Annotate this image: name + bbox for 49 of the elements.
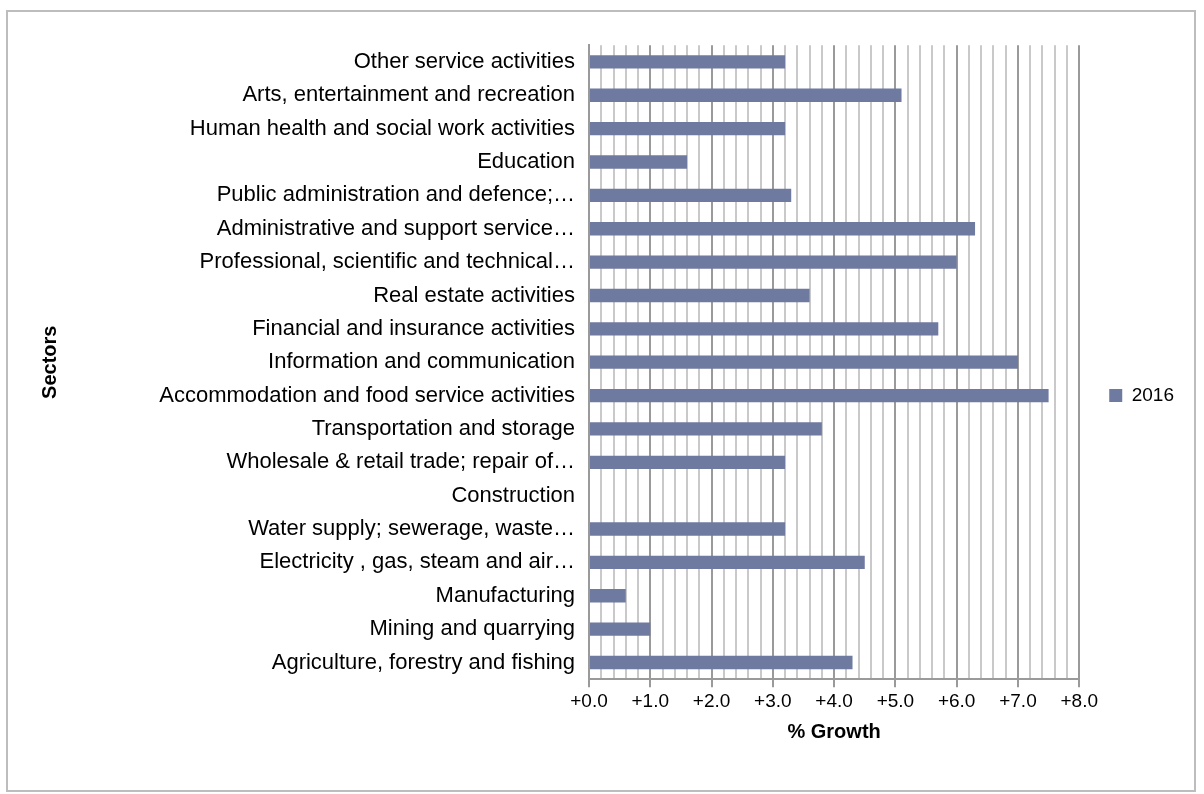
y-tick-label: Other service activities [353,47,575,73]
bar [590,589,626,603]
x-tick-label: +0.0 [570,689,608,711]
x-tick-label: +6.0 [937,689,976,711]
y-tick-label: Construction [451,481,575,507]
bar [590,55,786,69]
y-tick-label: Mining and quarrying [369,615,575,641]
x-tick-label: +4.0 [815,689,853,711]
bar [590,522,786,536]
y-tick-label: Real estate activities [373,281,575,307]
bar [590,622,651,636]
y-tick-label: Manufacturing [435,581,575,607]
bar [590,355,1018,369]
y-tick-label: Public administration and defence;… [216,181,575,207]
bar [590,455,786,469]
x-tick-label: +5.0 [876,689,915,711]
legend-label: 2016 [1131,383,1175,405]
bar [590,121,786,136]
x-tick-label: +7.0 [999,689,1037,711]
bar [590,88,902,102]
bar [590,655,853,670]
y-tick-label: Agriculture, forestry and fishing [271,648,575,674]
y-tick-label: Professional, scientific and technical… [199,248,575,274]
bar [590,222,976,236]
y-tick-label: Accommodation and food service activities [159,381,575,407]
bar [590,155,688,169]
x-tick-label: +2.0 [692,689,731,711]
x-tick-label: +3.0 [754,689,792,711]
y-tick-label: Information and communication [268,348,575,374]
y-tick-label: Human health and social work activities [189,114,575,140]
x-axis-title: % Growth [787,719,881,742]
y-tick-label: Financial and insurance activities [252,314,575,340]
y-tick-label: Administrative and support service… [216,214,575,240]
y-tick-label: Education [477,148,575,174]
y-tick-label: Electricity , gas, steam and air… [259,548,575,574]
y-tick-label: Wholesale & retail trade; repair of… [226,448,575,474]
bar [590,388,1049,403]
y-tick-label: Transportation and storage [311,415,575,440]
bar [590,255,957,269]
x-tick-label: +8.0 [1060,689,1098,711]
bar [590,422,822,436]
x-tick-label: +1.0 [631,689,670,711]
bar [590,288,810,303]
bar [590,555,865,570]
y-axis-title: Sectors [37,325,60,399]
bar [590,322,939,336]
y-tick-label: Water supply; sewerage, waste… [248,515,575,541]
bar [590,188,792,203]
y-tick-label: Arts, entertainment and recreation [242,81,575,107]
